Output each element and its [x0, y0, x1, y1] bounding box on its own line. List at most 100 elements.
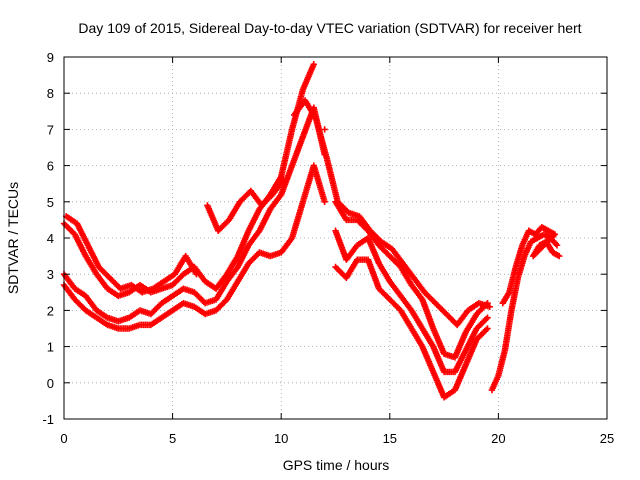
trace-markers — [61, 283, 77, 302]
trace-markers — [74, 221, 91, 247]
trace-markers — [73, 286, 88, 299]
y-tick-label: 5 — [47, 195, 54, 210]
trace-markers — [365, 236, 382, 265]
trace-markers — [324, 156, 341, 204]
trace-markers — [129, 282, 144, 295]
trace-markers — [335, 199, 351, 215]
data-point — [280, 176, 287, 184]
trace-markers — [302, 98, 319, 121]
trace-markers — [170, 300, 186, 313]
x-tick-label: 25 — [600, 431, 614, 446]
data-point — [556, 252, 563, 260]
trace-markers — [278, 164, 295, 197]
trace-markers — [235, 261, 251, 283]
trace-markers — [540, 224, 550, 234]
y-tick-label: 4 — [47, 231, 54, 246]
trace-markers — [411, 276, 427, 295]
trace-markers — [216, 218, 231, 233]
trace-markers — [530, 243, 542, 258]
y-axis-title: SDTVAR / TECUs — [5, 182, 21, 294]
data-point — [553, 242, 561, 249]
trace-markers — [214, 297, 229, 313]
trace-markers — [313, 117, 330, 160]
trace-markers — [495, 348, 508, 377]
trace-markers — [463, 326, 480, 352]
trace-markers — [474, 315, 490, 331]
trace-markers — [466, 300, 481, 313]
trace-markers — [149, 315, 164, 328]
trace-markers — [409, 326, 425, 349]
series-3 — [60, 61, 491, 361]
x-tick-label: 10 — [274, 431, 288, 446]
trace-markers — [519, 229, 532, 247]
trace-markers — [279, 236, 295, 255]
trace-markers — [527, 228, 537, 237]
trace-markers — [502, 309, 515, 352]
data-point — [486, 303, 493, 310]
trace-markers — [400, 261, 416, 280]
data-point — [310, 61, 317, 68]
trace-markers — [398, 308, 414, 331]
trace-markers — [257, 207, 273, 233]
trace-markers — [246, 207, 262, 233]
trace-markers — [170, 286, 186, 299]
trace-markers — [94, 315, 110, 328]
trace-markers — [535, 232, 546, 241]
chart-title: Day 109 of 2015, Sidereal Day-to-day VTE… — [78, 20, 581, 36]
trace-markers — [83, 294, 99, 313]
trace-markers — [529, 235, 540, 244]
trace-markers — [546, 228, 557, 237]
trace-markers — [376, 261, 393, 283]
trace-markers — [311, 164, 328, 204]
trace-markers — [344, 258, 360, 280]
trace-markers — [506, 265, 519, 294]
trace-markers — [508, 276, 521, 312]
trace-markers — [62, 221, 77, 237]
trace-markers — [64, 214, 79, 226]
y-tick-label: 1 — [47, 340, 54, 355]
trace-markers — [513, 243, 525, 269]
trace-markers — [85, 243, 102, 269]
data-point — [484, 314, 491, 321]
y-tick-label: 3 — [47, 267, 54, 282]
trace-markers — [452, 363, 469, 392]
trace-markers — [387, 279, 403, 298]
trace-markers — [543, 239, 555, 255]
y-tick-label: 6 — [47, 159, 54, 174]
trace-markers — [500, 290, 512, 305]
trace-markers — [278, 128, 295, 178]
trace-markers — [204, 203, 221, 233]
x-tick-label: 5 — [169, 431, 176, 446]
trace-markers — [409, 308, 425, 331]
trace-markers — [419, 298, 436, 330]
trace-markers — [463, 312, 479, 334]
trace-markers — [213, 279, 230, 302]
trace-markers — [452, 348, 469, 374]
trace-markers — [300, 164, 317, 204]
trace-markers — [246, 229, 262, 247]
trace-markers — [344, 243, 360, 262]
trace-markers — [538, 239, 548, 248]
data-series — [60, 61, 563, 401]
x-axis-title: GPS time / hours — [283, 457, 390, 473]
trace-markers — [433, 301, 449, 316]
x-tick-label: 15 — [383, 431, 397, 446]
trace-markers — [430, 370, 447, 399]
trace-markers — [398, 265, 414, 287]
trace-markers — [105, 286, 120, 299]
trace-markers — [389, 247, 405, 266]
trace-markers — [387, 254, 403, 269]
trace-markers — [452, 330, 469, 359]
trace-markers — [442, 387, 457, 400]
trace-markers — [474, 326, 490, 342]
trace-markers — [300, 62, 317, 92]
trace-markers — [268, 192, 284, 211]
trace-markers — [224, 279, 240, 302]
trace-markers — [160, 293, 175, 306]
trace-markers — [73, 297, 88, 313]
trace-markers — [542, 232, 553, 241]
axis-ticks: 0 5 10 15 20 25 -1 0 1 2 3 4 5 6 7 8 9 — [42, 50, 614, 446]
trace-markers — [183, 254, 199, 276]
trace-markers — [430, 326, 447, 356]
